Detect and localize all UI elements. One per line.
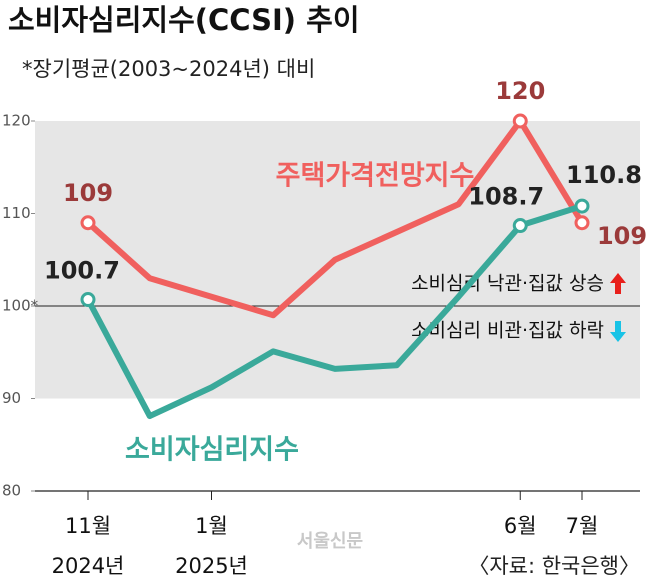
- point-marker: [512, 218, 528, 234]
- watermark: 서울신문: [297, 531, 363, 552]
- source: 〈자료: 한국은행〉: [468, 554, 640, 578]
- y-tick-label: 110: [2, 204, 31, 222]
- x-tick-label: 6월: [504, 514, 537, 538]
- value-label: 109: [63, 179, 113, 207]
- value-label: 120: [495, 77, 545, 105]
- chart-subtitle: *장기평균(2003~2024년) 대비: [22, 57, 315, 81]
- series-name: 주택가격전망지수: [276, 161, 475, 192]
- y-tick-label: 120: [2, 112, 31, 130]
- y-tick-label: 100*: [2, 297, 39, 315]
- point-marker: [574, 198, 590, 214]
- series-line: [85, 203, 585, 420]
- point-marker: [512, 113, 528, 129]
- chart-title: 소비자심리지수(CCSI) 추이: [8, 3, 360, 37]
- annotation: 소비심리 비관·집값 하락: [411, 320, 604, 342]
- value-label: 108.7: [468, 183, 544, 211]
- y-tick-label: 80: [2, 482, 21, 500]
- value-label: 110.8: [566, 161, 642, 189]
- x-year-label: 2024년: [52, 554, 125, 578]
- y-tick-label: 90: [2, 389, 21, 407]
- point-marker: [574, 215, 590, 231]
- annotation-arrow: [610, 273, 626, 294]
- annotation: 소비심리 낙관·집값 상승: [411, 273, 604, 295]
- value-label: 100.7: [44, 257, 120, 285]
- annotation-arrow: [610, 321, 626, 342]
- x-tick-label: 11월: [65, 514, 111, 538]
- point-marker: [80, 215, 96, 231]
- x-tick-label: 7월: [566, 514, 599, 538]
- x-tick-label: 1월: [195, 514, 228, 538]
- x-year-label: 2025년: [175, 554, 248, 578]
- value-label: 109: [597, 222, 647, 250]
- series-name: 소비자심리지수: [125, 435, 299, 466]
- series-line: [85, 118, 585, 319]
- point-marker: [80, 292, 96, 308]
